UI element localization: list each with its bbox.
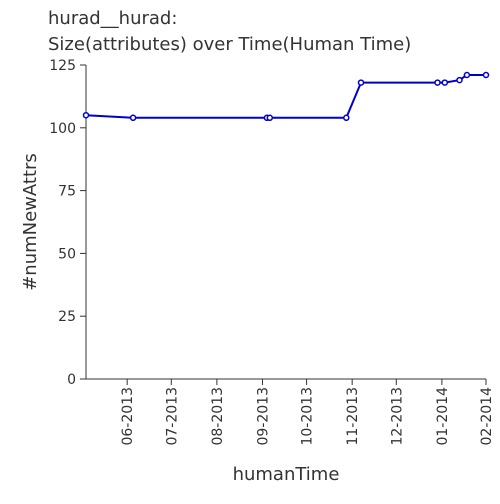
data-point [463,71,471,79]
data-point [434,79,441,86]
data-point [343,114,350,122]
axes [85,65,486,380]
series-line [85,74,486,119]
y-tick-label: 100 [49,121,76,137]
x-tick-label: 11-2013 [345,387,361,446]
y-tick-label: 75 [58,184,76,200]
x-tick-label: 07-2013 [164,387,180,446]
y-tick-label: 50 [58,246,76,262]
series-line-path [85,74,486,119]
x-axis-label: humanTime [233,464,340,485]
data-point [456,76,463,84]
x-tick-label: 06-2013 [120,387,136,446]
x-tick-label: 12-2013 [389,387,405,446]
y-tick-label: 125 [49,58,76,74]
y-axis-label: #numNewAttrs [20,153,41,291]
x-axis-ticks: 06-2013 07-2013 08-2013 09-2013 10-2013 11-20… [120,379,495,446]
x-tick-label: 10-2013 [300,387,316,446]
x-tick-label: 02-2014 [479,387,495,446]
data-point [129,114,137,122]
data-point [266,114,274,122]
x-tick-label: 09-2013 [255,387,271,446]
y-tick-label: 0 [67,372,76,388]
series-points [82,71,490,122]
data-point [357,79,365,86]
y-axis-ticks: 0 25 50 75 100 125 [49,58,86,388]
x-tick-label: 08-2013 [210,387,226,446]
data-point [441,79,449,86]
y-tick-label: 25 [58,309,76,325]
chart-title-line1: hurad__hurad: [48,8,177,29]
chart-title-line2: Size(attributes) over Time(Human Time) [48,34,411,55]
x-tick-label: 01-2014 [435,387,451,446]
data-point [482,71,490,79]
data-point [82,111,90,119]
